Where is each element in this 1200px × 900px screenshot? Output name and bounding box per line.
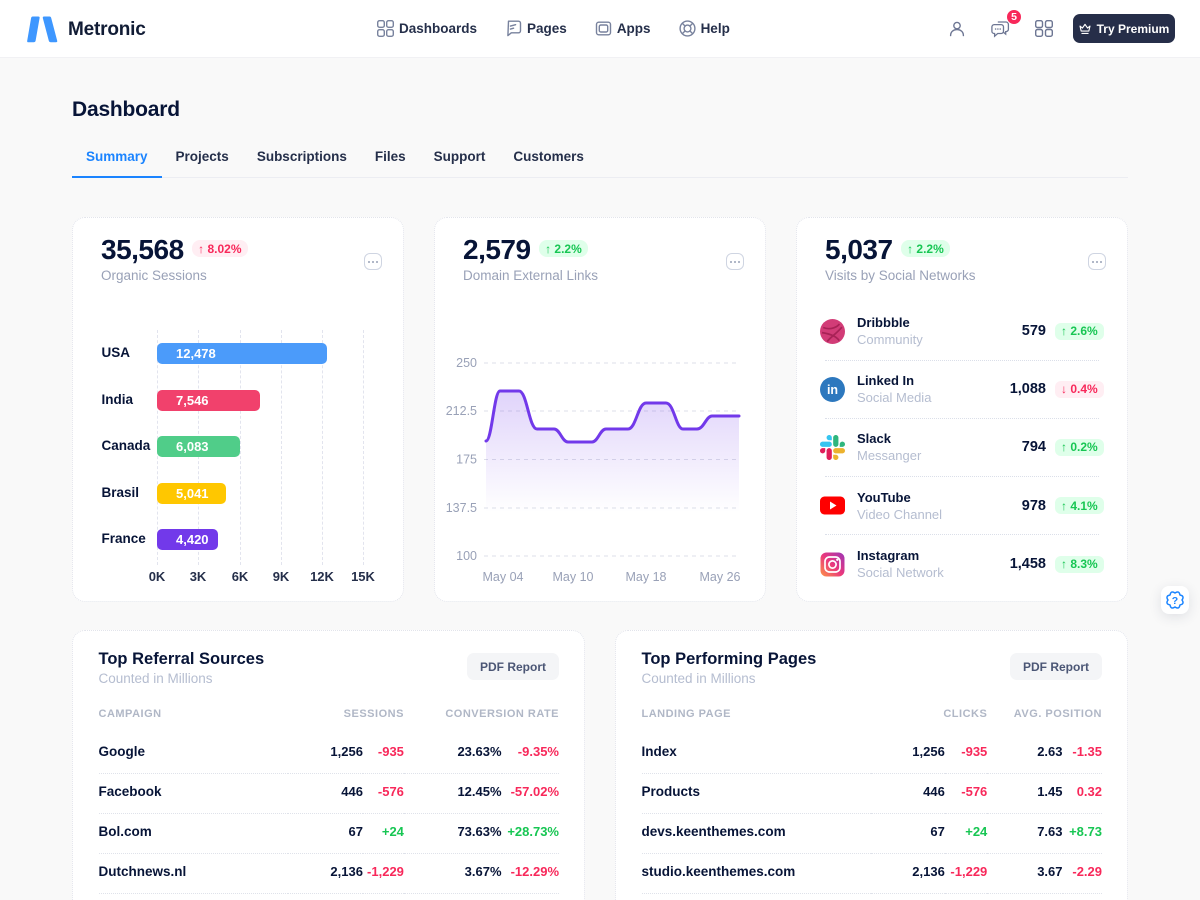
svg-text:in: in bbox=[827, 383, 838, 397]
svg-text:175: 175 bbox=[456, 453, 477, 467]
svg-text:May 26: May 26 bbox=[700, 570, 741, 584]
svg-text:?: ? bbox=[1172, 595, 1178, 607]
svg-text:May 18: May 18 bbox=[626, 570, 667, 584]
svg-text:137.5: 137.5 bbox=[446, 501, 477, 515]
svg-text:May 04: May 04 bbox=[483, 570, 524, 584]
svg-text:100: 100 bbox=[456, 549, 477, 563]
svg-text:250: 250 bbox=[456, 356, 477, 370]
svg-text:May 10: May 10 bbox=[553, 570, 594, 584]
svg-text:212.5: 212.5 bbox=[446, 404, 477, 418]
